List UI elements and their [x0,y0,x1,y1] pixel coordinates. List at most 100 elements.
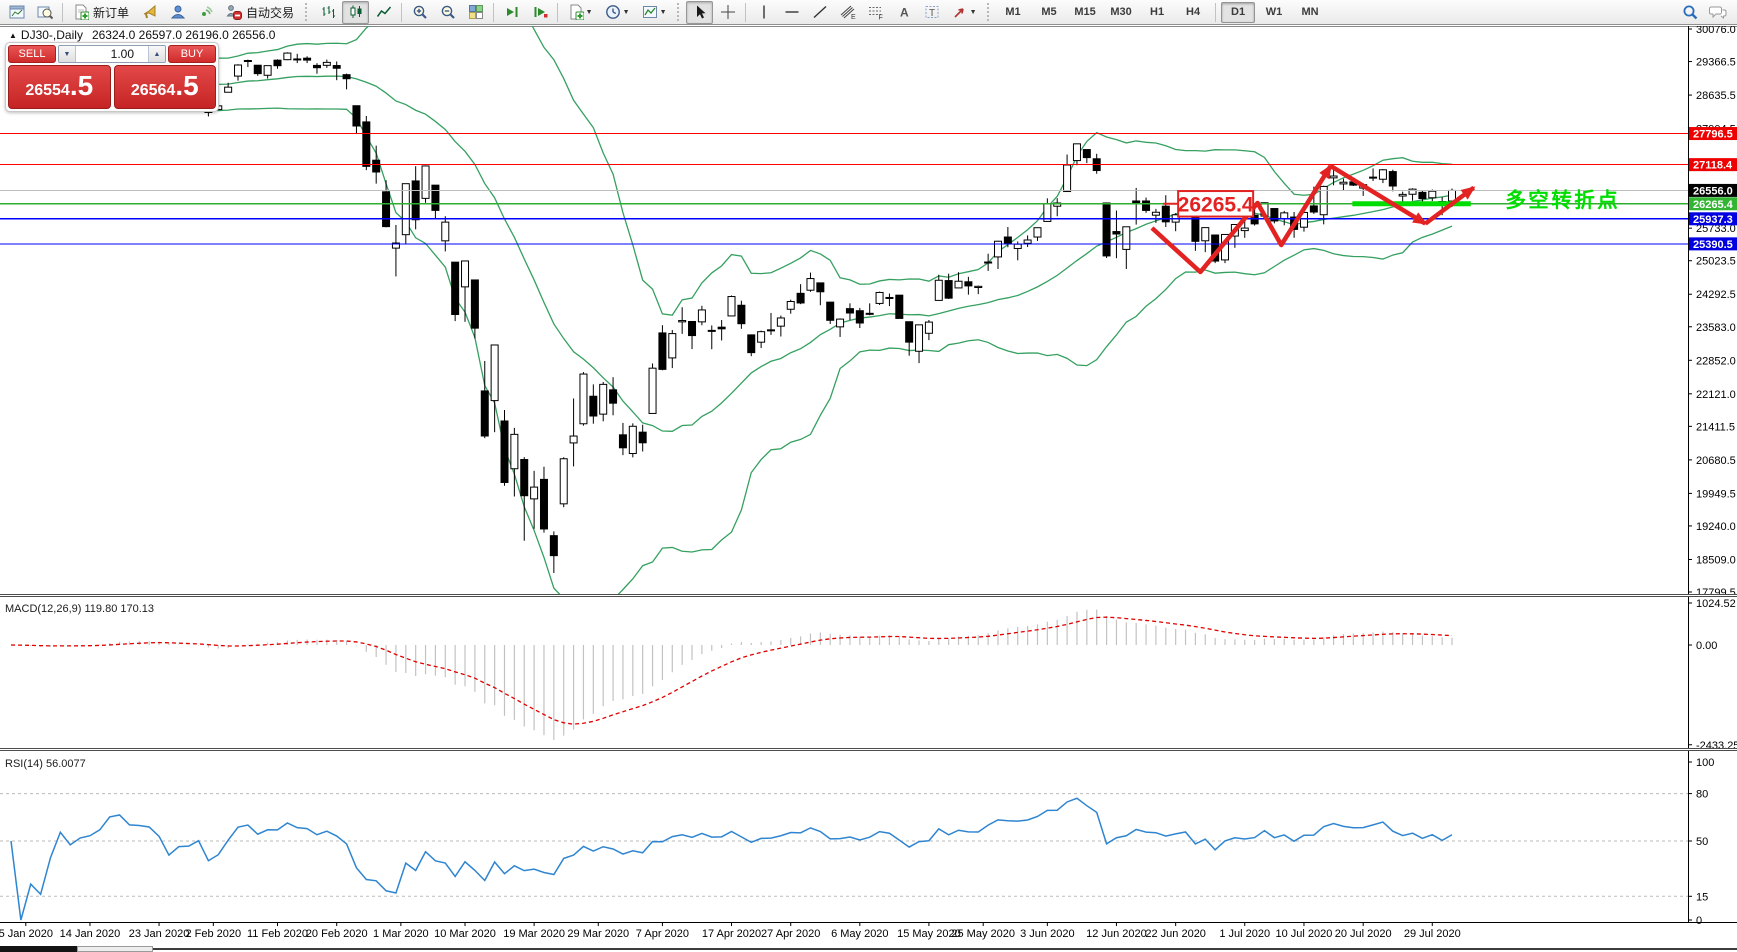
scrollbar-track-dark[interactable] [0,946,77,952]
price-badge [1689,158,1737,172]
crosshair-tool-button[interactable] [714,1,741,24]
price-badge-label: 26265.4 [1693,199,1734,211]
x-axis-label: 25 May 2020 [951,928,1015,940]
equidistant-channel-icon: E [840,5,856,20]
candlestick-chart-button[interactable] [342,0,370,24]
y-axis-label: 30076.0 [1696,26,1736,36]
horizontal-line-icon [785,11,799,13]
svg-text:E: E [851,14,856,20]
history-center-button[interactable] [136,1,163,24]
zoom-in-button[interactable] [406,1,433,24]
profiles-button[interactable] [31,1,58,24]
megaphone-icon [143,4,156,19]
vertical-line-tool-button[interactable] [750,1,777,24]
zoom-out-icon [441,5,455,19]
text-tool-button[interactable]: A [890,1,917,24]
svg-text:T: T [929,8,935,19]
horizontal-line-tool-button[interactable] [778,1,805,24]
zoom-out-button[interactable] [434,1,461,24]
text-icon: A [900,6,909,20]
macd-pane [10,609,1453,740]
toolbar-separator [401,2,403,22]
buy-price: 26564 [130,82,176,99]
price-callout-box [1177,190,1255,218]
pane-separator-rsi[interactable] [0,748,1737,751]
fibonacci-icon: F [868,7,882,21]
y-axis-label: 0.00 [1696,640,1717,652]
scrollbar-thumb[interactable] [77,946,153,952]
y-axis-label: 21411.5 [1696,421,1735,433]
new-chart-button[interactable] [3,1,30,24]
search-button[interactable] [1677,1,1704,24]
buy-price-fraction: .5 [175,70,199,101]
main-pane [7,26,1457,594]
toolbar: 新订单 自动交易 [0,0,1737,25]
signals-button[interactable] [192,1,219,24]
trend-arrow [1329,164,1428,226]
community-button[interactable] [164,1,191,24]
tile-windows-icon [468,5,483,19]
line-chart-button[interactable] [370,1,397,24]
timeframe-m1[interactable]: M1 [1005,6,1021,18]
line-chart-icon [376,6,391,17]
timeframe-m15[interactable]: M15 [1074,6,1096,18]
trend-arrow [1424,185,1476,226]
scrollbar-line [153,948,1737,950]
toolbar-separator [1215,2,1217,22]
cursor-tool-button[interactable] [686,0,714,24]
volume-increase-button[interactable]: ▲ [148,46,165,62]
channel-tool-button[interactable]: E [834,1,861,24]
chat-icon [1708,6,1726,20]
autotrading-button[interactable]: 自动交易 [220,1,300,24]
timeframe-m30[interactable]: M30 [1110,6,1132,18]
y-axis-label: 18509.0 [1696,554,1736,566]
templates-button[interactable]: ▼ [636,1,672,24]
timeframe-m5[interactable]: M5 [1041,6,1057,18]
price-badge-label: 26556.0 [1693,185,1733,197]
timeframe-mn[interactable]: MN [1301,6,1319,18]
pane-separator-macd[interactable] [0,594,1737,597]
volume-input[interactable]: 1.00 [110,47,134,61]
arrows-tool-button[interactable]: ▼ [946,1,982,24]
chevron-down-icon: ▼ [659,8,667,16]
candlestick-chart-icon [350,5,362,18]
toolbar-separator [557,2,559,22]
new-order-button[interactable]: 新订单 [67,1,135,24]
x-axis-label: 20 Feb 2020 [306,928,368,940]
fibonacci-tool-button[interactable]: F [862,1,889,24]
auto-scroll-button[interactable] [498,1,525,24]
chevron-down-icon: ▼ [585,8,593,16]
price-badge-label: 25390.5 [1693,239,1733,251]
tile-windows-button[interactable] [462,1,489,24]
clock-icon [605,5,620,19]
label-tool-button[interactable]: T [918,1,945,24]
buy-price-box[interactable]: 26564.5 [113,65,216,109]
chart-shift-button[interactable] [526,1,553,24]
ohlc-values: 26324.0 26597.0 26196.0 26556.0 [91,28,276,42]
price-callout: 26265.4 [1178,193,1254,216]
chevron-down-icon: ▼ [969,8,977,16]
trend-arrow [1150,164,1333,275]
timeframe-h1[interactable]: H1 [1150,6,1165,18]
svg-text:F: F [878,15,882,21]
bar-chart-button[interactable] [314,1,341,24]
timeframe-d1[interactable]: D1 [1221,1,1256,23]
annotations: 26265.4 多空转折点 [1150,164,1618,275]
chart-canvas[interactable]: 26265.4多空转折点30076.029366.528635.527904.5… [0,26,1737,952]
chat-button[interactable] [1704,1,1731,24]
sell-button[interactable]: SELL [8,45,56,63]
price-badge-label: 27118.4 [1693,160,1733,172]
toolbar-grip [987,3,991,21]
x-axis-label: 1 Mar 2020 [373,928,429,940]
indicators-button[interactable]: ▼ [562,1,598,24]
collapse-panel-icon[interactable]: ▲ [9,31,17,40]
timeframe-h4[interactable]: H4 [1186,6,1201,18]
rsi-pane [0,793,1688,921]
periods-button[interactable]: ▼ [599,1,635,24]
sell-price-box[interactable]: 26554.5 [8,65,111,109]
x-axis-label: 19 Mar 2020 [503,928,565,940]
timeframe-w1[interactable]: W1 [1265,6,1283,18]
buy-button[interactable]: BUY [168,45,216,63]
trendline-tool-button[interactable] [806,1,833,24]
volume-decrease-button[interactable]: ▼ [59,46,76,62]
